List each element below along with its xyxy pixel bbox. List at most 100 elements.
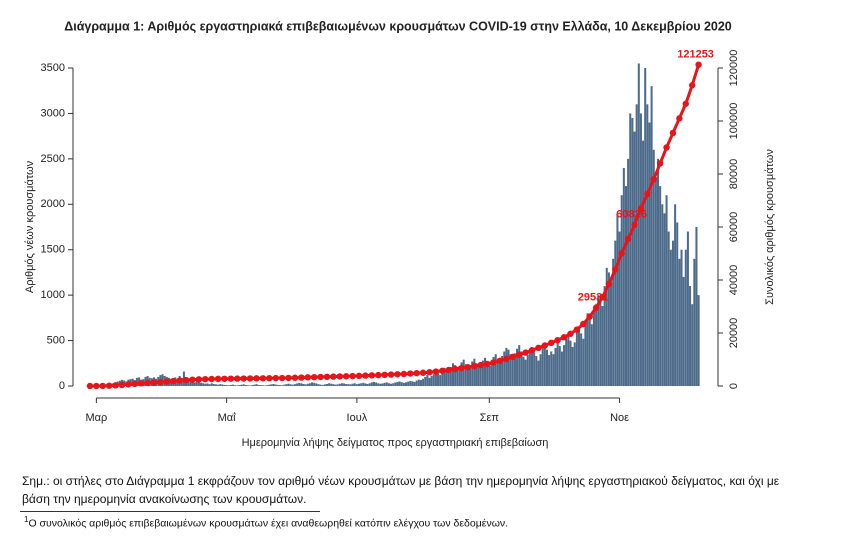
bar xyxy=(285,384,288,386)
y-tick-label: 3500 xyxy=(41,62,65,74)
bar xyxy=(293,384,296,386)
bar xyxy=(501,356,504,386)
cumulative-point xyxy=(298,374,305,381)
x-axis-label: Ημερομηνία λήψης δείγματος προς εργαστηρ… xyxy=(242,437,549,449)
cumulative-point xyxy=(592,304,600,311)
bar xyxy=(383,382,386,386)
bar xyxy=(202,383,205,386)
bar xyxy=(187,380,190,386)
bar xyxy=(642,140,645,386)
cumulative-point xyxy=(195,376,203,383)
bar xyxy=(565,338,568,386)
bar xyxy=(439,375,442,386)
cumulative-point xyxy=(426,369,433,376)
bar xyxy=(407,381,410,386)
bar xyxy=(372,381,375,386)
bar xyxy=(603,286,606,386)
bar xyxy=(513,353,516,386)
bar xyxy=(415,380,418,386)
bar xyxy=(340,383,343,386)
cumulative-point xyxy=(605,280,613,288)
bar xyxy=(281,385,284,386)
bar xyxy=(193,382,196,386)
cumulative-point xyxy=(554,336,561,344)
cumulative-point xyxy=(336,373,344,380)
bar xyxy=(405,382,408,386)
cumulative-point xyxy=(240,375,247,382)
bar xyxy=(667,231,670,386)
cumulative-point xyxy=(541,342,549,349)
bar xyxy=(251,385,254,386)
cumulative-point xyxy=(573,326,581,333)
bar xyxy=(496,358,499,386)
bar xyxy=(654,177,657,386)
bar xyxy=(223,384,226,386)
cumulative-point xyxy=(439,367,446,374)
bar xyxy=(528,349,531,386)
bar xyxy=(451,363,455,386)
bar xyxy=(556,342,559,386)
bar xyxy=(599,299,602,386)
cumulative-point xyxy=(451,365,459,373)
cumulative-point xyxy=(464,363,472,371)
y-tick-label: 500 xyxy=(47,334,65,346)
cumulative-point xyxy=(182,376,190,384)
bar xyxy=(454,365,457,386)
cumulative-point xyxy=(400,370,408,378)
bar xyxy=(347,384,350,386)
bar xyxy=(584,322,587,386)
y2-tick-label: 120000 xyxy=(728,50,740,87)
cumulative-point xyxy=(310,373,318,381)
bar xyxy=(618,231,621,386)
bar xyxy=(349,384,352,386)
bar xyxy=(238,385,241,386)
cumulative-point xyxy=(202,375,209,383)
bar xyxy=(370,382,373,386)
bar xyxy=(686,231,689,386)
bar xyxy=(629,113,632,386)
x-tick-label: Σεπ xyxy=(480,412,500,424)
cumulative-point xyxy=(144,379,151,387)
y2-tick-label: 0 xyxy=(728,383,740,389)
bar xyxy=(631,117,634,386)
bar xyxy=(362,382,365,386)
bar xyxy=(507,349,510,386)
bar xyxy=(588,317,591,386)
bar xyxy=(343,383,346,386)
cumulative-point xyxy=(624,235,632,243)
bar xyxy=(323,384,326,386)
bar xyxy=(590,324,593,386)
bar xyxy=(490,360,493,386)
bar xyxy=(417,379,420,386)
bar xyxy=(592,311,595,386)
bar xyxy=(671,240,674,386)
bar xyxy=(635,104,638,386)
bar xyxy=(392,383,395,386)
bar xyxy=(652,149,655,386)
cumulative-point xyxy=(432,368,440,375)
bar xyxy=(644,68,647,386)
y-tick-label: 2000 xyxy=(41,198,65,210)
bar xyxy=(189,381,192,386)
bar xyxy=(657,158,660,386)
x-tick-label: Μαΐ xyxy=(218,412,237,424)
y-tick-label: 1500 xyxy=(41,244,65,256)
cumulative-point xyxy=(323,373,331,381)
bar xyxy=(332,384,335,386)
bar xyxy=(537,360,540,386)
x-tick-label: Ιουλ xyxy=(347,412,368,424)
cumulative-point xyxy=(227,375,235,382)
cumulative-point xyxy=(644,190,651,198)
bar xyxy=(571,346,574,386)
cumulative-point xyxy=(234,375,241,382)
bar xyxy=(253,384,256,386)
bar xyxy=(498,362,501,386)
footnote-text: Ο συνολικός αριθμός επιβεβαιωμένων κρουσ… xyxy=(28,517,509,530)
bar xyxy=(270,384,273,386)
cumulative-point xyxy=(317,373,324,381)
point-label: 29531 xyxy=(578,292,609,304)
bar xyxy=(377,383,380,386)
bar xyxy=(199,382,203,386)
bar xyxy=(191,381,194,386)
